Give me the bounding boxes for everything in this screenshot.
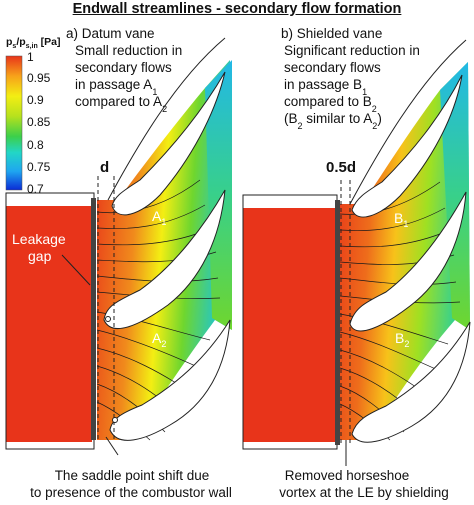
panel-a-vane-3 [109, 319, 231, 441]
panel-b-annotation-line2: vortex at the LE by shielding [279, 485, 449, 500]
panel-a-desc-line3: in passage A1 [75, 77, 158, 97]
panel-a-passage-2-label: A2 [152, 330, 167, 349]
panel-b-heading: b) Shielded vane [281, 26, 383, 41]
panel-b-passage-1-label: B1 [394, 210, 409, 229]
colorbar-tick-0-85: 0.85 [27, 115, 51, 129]
leakage-gap-label-line1: Leakage [12, 231, 66, 247]
panel-b-passage-field [340, 62, 470, 440]
panel-a-desc-line2: secondary flows [75, 60, 172, 75]
panel-b-vane-3 [351, 321, 471, 443]
colorbar-tick-0-95: 0.95 [27, 71, 51, 85]
panel-a-vane-1 [111, 71, 226, 216]
panel-a-outlet-field [205, 60, 232, 330]
colorbar [5, 55, 23, 191]
panel-b-annotation-line1: Removed horseshoe [284, 468, 410, 483]
panel-b-shield-wall [335, 200, 340, 445]
panel-a-saddle-arrow [105, 436, 119, 456]
panel-b-dim-label: 0.5d [326, 159, 357, 176]
panel-a-annotation-line1: The saddle point shift due [54, 468, 210, 483]
panel-a-desc-line4: compared to A2 [75, 94, 168, 114]
panel-a-desc-line1: Small reduction in [75, 43, 183, 58]
panel-a-vane-outline-upper [107, 37, 226, 201]
panel-a-annotation-line2: to presence of the combustor wall [30, 485, 232, 500]
colorbar-tick-0-8: 0.8 [27, 138, 44, 152]
panel-a-inlet-region [6, 206, 92, 442]
panel-a-leakage-arrow [61, 254, 91, 286]
panel-b-vane-2 [349, 191, 467, 332]
panel-a-saddle-point-2 [112, 417, 118, 423]
panel-b-desc-line1: Significant reduction in [284, 43, 420, 58]
leakage-gap-label-line2: gap [28, 248, 52, 264]
colorbar-tick-1: 1 [27, 50, 34, 64]
panel-b-outlet-field [440, 62, 470, 330]
panel-a-plot [5, 37, 232, 456]
panel-a-dim-label: d [100, 159, 110, 176]
panel-b-vane-outline-upper [349, 39, 467, 205]
panel-b-desc-line2: secondary flows [284, 60, 381, 75]
panel-b-desc-line4: compared to B2 [284, 94, 377, 114]
panel-b-desc-line5: (B2 similar to A2) [284, 111, 382, 131]
panel-a-passage-1-label: A1 [152, 208, 167, 227]
figure-title: Endwall streamlines - secondary flow for… [72, 1, 402, 17]
panel-a-combustor-wall [91, 198, 96, 440]
panel-b-vane-1 [351, 74, 463, 218]
panel-a-heading: a) Datum vane [66, 26, 155, 41]
panel-b-desc-line3: in passage B1 [284, 77, 368, 97]
panel-b-inlet-region [243, 208, 335, 442]
colorbar-title: ps/ps,in [Pa] [6, 36, 61, 51]
panel-a-saddle-point-1 [105, 316, 111, 322]
colorbar-tick-0-9: 0.9 [27, 93, 44, 107]
panel-b-passage-2-label: B2 [395, 330, 410, 349]
colorbar-tick-0-75: 0.75 [27, 160, 51, 174]
colorbar-tick-0-7: 0.7 [27, 182, 44, 196]
panel-b-plot [242, 39, 471, 466]
panel-a-passage-field [97, 60, 232, 440]
panel-a-vane-2 [103, 189, 226, 329]
